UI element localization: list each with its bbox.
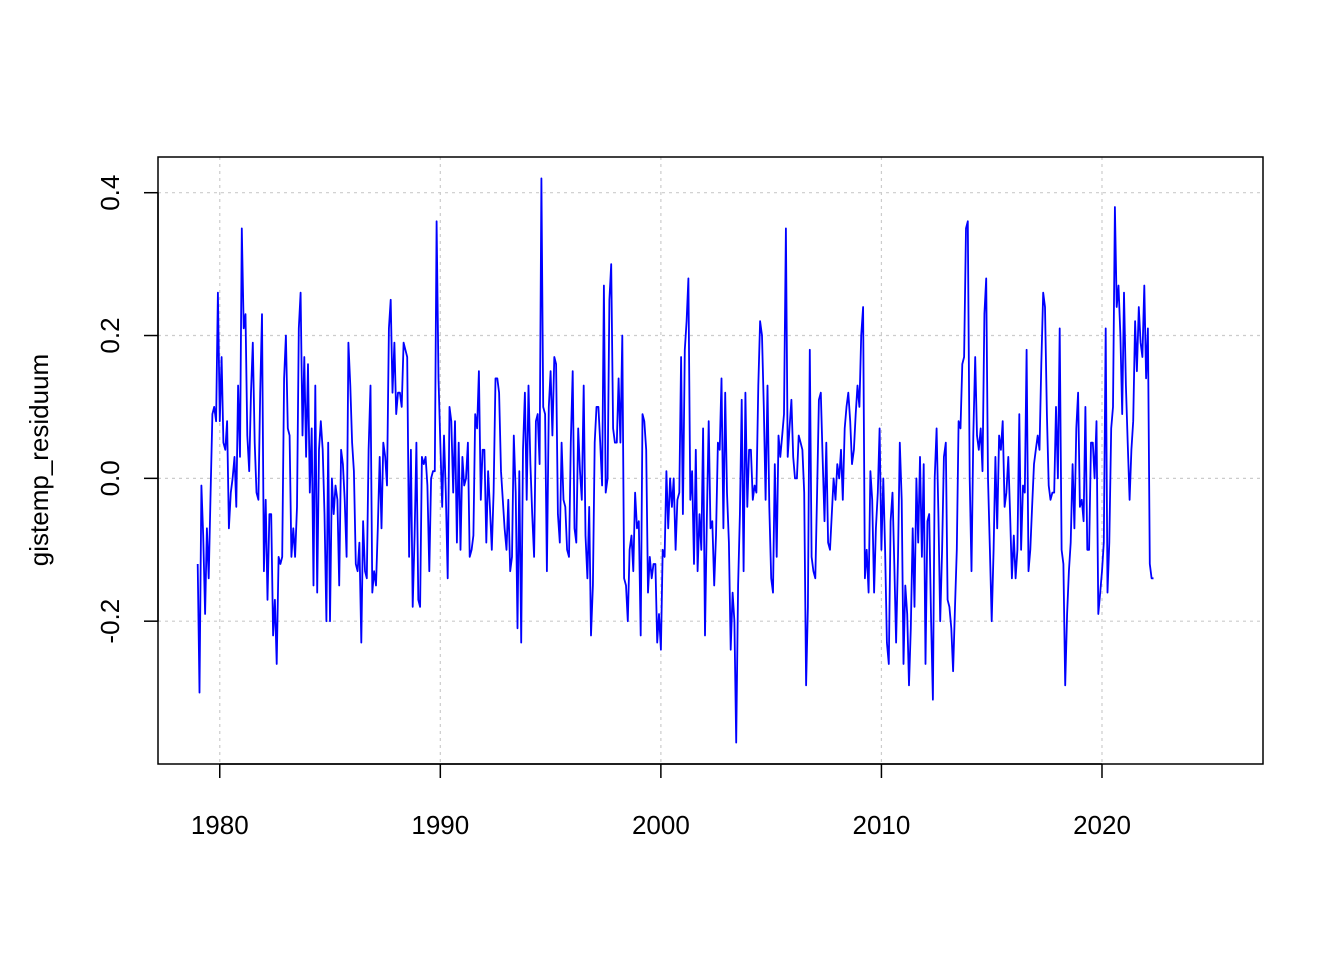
y-tick-label: 0.4 (95, 175, 125, 211)
axes-layer: 1980 1990 2000 2010 2020 -0.2 0.0 0.2 0.4 (95, 175, 1131, 840)
x-tick-label: 1980 (191, 810, 249, 840)
x-tick-label: 2000 (632, 810, 690, 840)
x-tick-label: 1990 (411, 810, 469, 840)
y-axis-title: gistemp_residuum (24, 354, 54, 566)
x-tick-label: 2010 (853, 810, 911, 840)
y-tick-label: 0.2 (95, 317, 125, 353)
series-line-layer (196, 177, 1154, 744)
series-line (196, 177, 1154, 744)
x-tick-label: 2020 (1073, 810, 1131, 840)
y-tick-label: 0.0 (95, 460, 125, 496)
y-tick-label: -0.2 (95, 599, 125, 644)
